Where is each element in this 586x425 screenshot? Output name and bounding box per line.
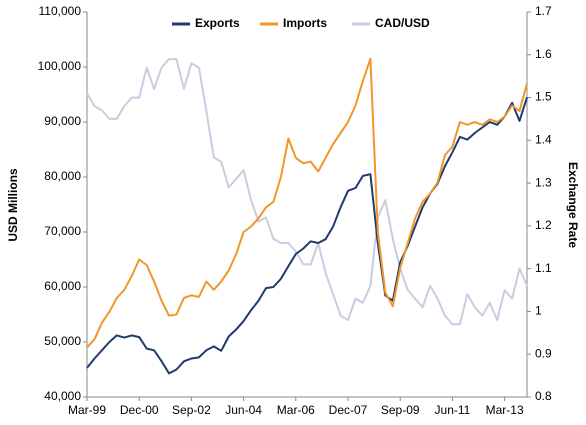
series-line <box>86 96 528 375</box>
y2-tick-label: 1.4 <box>535 133 552 147</box>
y2-tick-label: 1.5 <box>535 90 552 104</box>
x-tick-label: Mar-06 <box>277 403 315 417</box>
y-tick-label: 40,000 <box>44 389 81 403</box>
y-tick-label: 70,000 <box>44 224 81 238</box>
x-tick-label: Mar-13 <box>486 403 524 417</box>
y-tick-label: 50,000 <box>44 334 81 348</box>
y2-tick-label: 1.6 <box>535 47 552 61</box>
legend-label: Exports <box>195 16 240 30</box>
legend-label: Imports <box>283 16 327 30</box>
legend-label: CAD/USD <box>375 16 430 30</box>
y2-tick-label: 0.8 <box>535 389 552 403</box>
x-tick-label: Jun-11 <box>435 403 471 417</box>
y2-tick-label: 1.7 <box>535 4 552 18</box>
x-tick-label: Sep-02 <box>172 403 211 417</box>
x-tick-label: Mar-99 <box>68 403 106 417</box>
y-tick-label: 80,000 <box>44 169 81 183</box>
legend: Exports Imports CAD/USD <box>172 16 430 30</box>
y2-axis-title: Exchange Rate <box>566 162 580 248</box>
x-tick-label: Dec-00 <box>120 403 159 417</box>
series-line <box>86 58 528 326</box>
y2-tick-label: 1.1 <box>535 261 552 275</box>
y2-tick-label: 1 <box>535 304 542 318</box>
series-line <box>86 57 528 349</box>
y2-tick-label: 1.3 <box>535 175 552 189</box>
y2-tick-label: 1.2 <box>535 218 552 232</box>
y-axis-title: USD Millions <box>6 168 20 242</box>
y2-tick-label: 0.9 <box>535 346 552 360</box>
x-tick-label: Jun-04 <box>225 403 262 417</box>
x-tick-label: Dec-07 <box>329 403 368 417</box>
y-tick-label: 90,000 <box>44 114 81 128</box>
x-tick-label: Sep-09 <box>381 403 420 417</box>
y-tick-label: 100,000 <box>38 59 82 73</box>
y-tick-label: 110,000 <box>39 4 82 18</box>
y-tick-label: 60,000 <box>44 279 81 293</box>
